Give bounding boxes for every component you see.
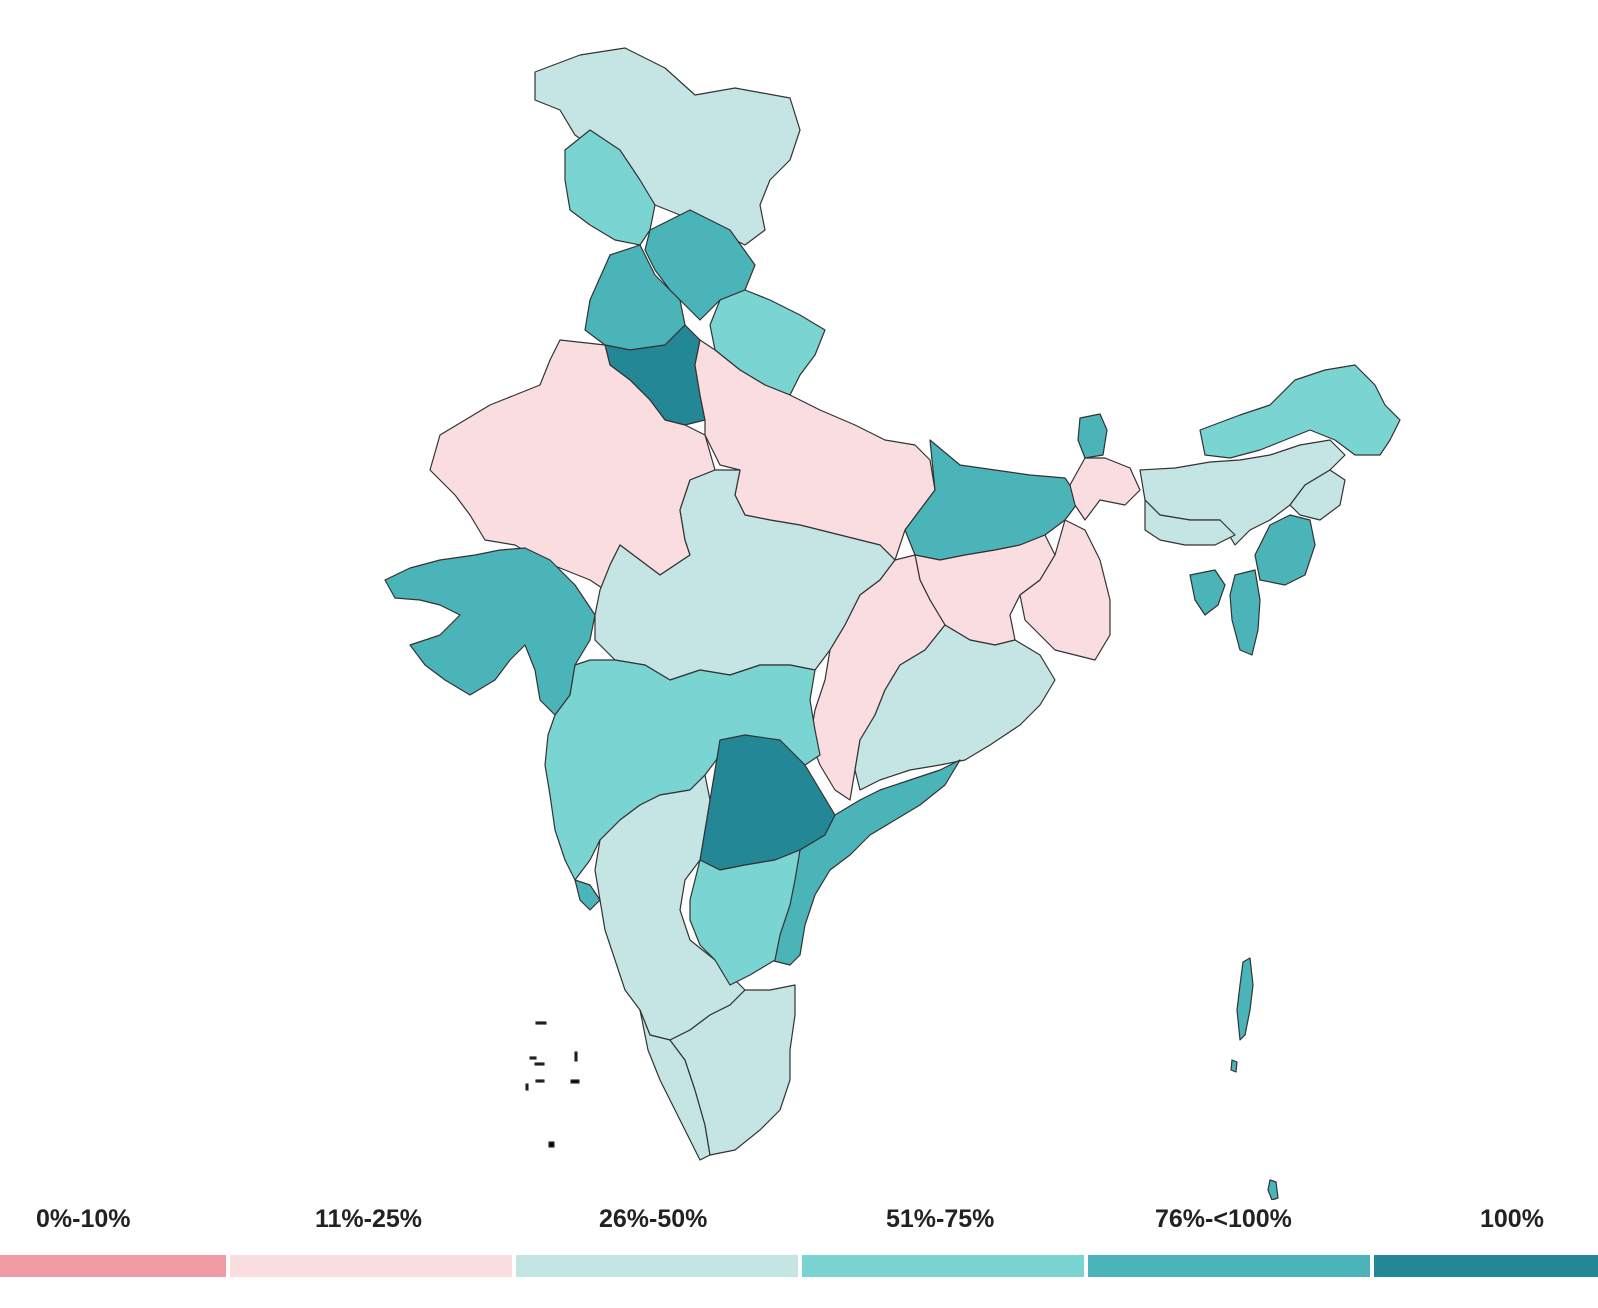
legend-item-76-100: 76%-<100% <box>1088 1205 1370 1285</box>
legend-label: 100% <box>1480 1205 1544 1233</box>
legend-label: 0%-10% <box>36 1205 131 1233</box>
legend-item-11-25: 11%-25% <box>230 1205 512 1285</box>
legend-label: 26%-50% <box>599 1205 708 1233</box>
region-west-bengal <box>1019 519 1111 661</box>
legend-swatch <box>1374 1255 1598 1277</box>
region-odisha <box>854 624 1056 791</box>
legend-swatch <box>516 1255 798 1277</box>
legend-item-0-10: 0%-10% <box>0 1205 226 1285</box>
legend-item-26-50: 26%-50% <box>516 1205 798 1285</box>
legend-item-51-75: 51%-75% <box>802 1205 1084 1285</box>
region-nagaland <box>1289 469 1346 521</box>
legend-swatch <box>1088 1255 1370 1277</box>
legend-swatch <box>0 1255 226 1277</box>
india-choropleth-map <box>384 47 1401 1200</box>
legend-label: 51%-75% <box>886 1205 995 1233</box>
region-manipur <box>1254 514 1316 586</box>
region-andaman-nicobar <box>1230 957 1279 1200</box>
legend: 0%-10% 11%-25% 26%-50% 51%-75% 76%-<100%… <box>0 1205 1598 1285</box>
region-sikkim <box>1077 413 1108 459</box>
region-goa <box>574 879 601 911</box>
region-meghalaya <box>1144 499 1236 546</box>
region-himachal-east <box>644 209 756 321</box>
region-gujarat <box>384 547 596 716</box>
region-north-bengal <box>1069 457 1141 521</box>
region-tamil-nadu <box>669 984 796 1156</box>
legend-swatch <box>802 1255 1084 1277</box>
region-rayalaseema <box>689 849 801 986</box>
region-tripura <box>1189 569 1226 616</box>
legend-swatch <box>230 1255 512 1277</box>
region-bihar <box>904 439 1081 561</box>
legend-label: 76%-<100% <box>1155 1205 1292 1233</box>
region-himachal-pradesh <box>564 129 656 246</box>
lakshadweep-islands <box>525 1021 580 1148</box>
legend-label: 11%-25% <box>315 1205 423 1233</box>
region-mizoram <box>1229 569 1261 656</box>
region-arunachal-pradesh <box>1199 364 1401 459</box>
legend-item-100: 100% <box>1374 1205 1598 1285</box>
